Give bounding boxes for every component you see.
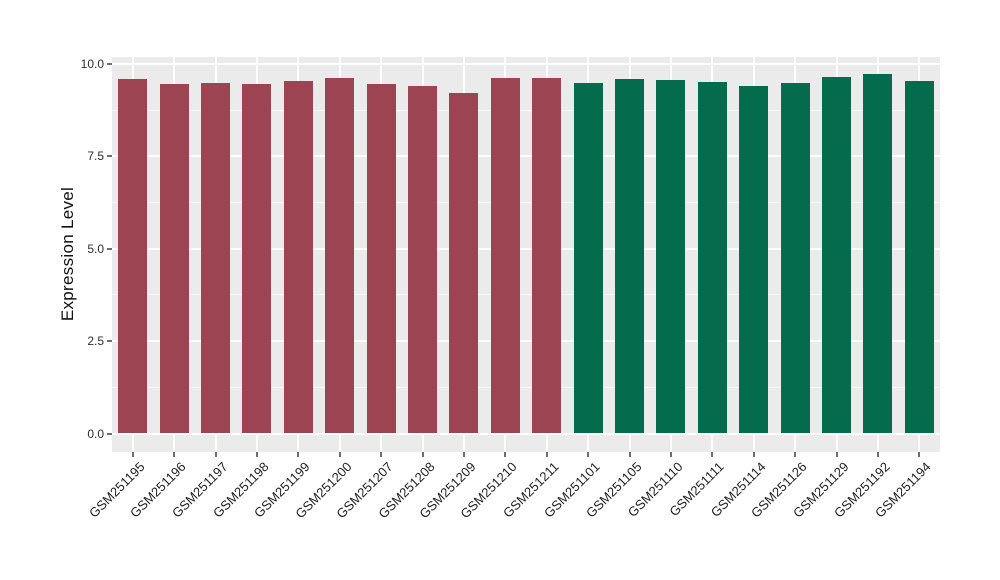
x-tick-mark [297, 452, 300, 457]
y-tick-mark [107, 340, 112, 343]
gridline-minor-y [112, 202, 940, 204]
x-tick-mark [545, 452, 548, 457]
bar-GSM251126 [780, 82, 810, 434]
gridline-minor-y [112, 386, 940, 388]
x-tick-mark [587, 452, 590, 457]
y-tick-mark [107, 155, 112, 158]
gridline-major-y [112, 340, 940, 343]
bar-GSM251207 [366, 83, 396, 434]
bar-GSM251192 [863, 74, 893, 434]
y-tick-mark [107, 247, 112, 250]
y-tick-label: 5.0 [87, 241, 104, 256]
gridline-major-y [112, 63, 940, 65]
bar-GSM251208 [408, 86, 437, 434]
x-tick-mark [711, 452, 714, 457]
x-tick-mark [628, 452, 631, 457]
gridline-minor-y [112, 294, 940, 296]
x-tick-mark [421, 452, 424, 457]
x-tick-mark [131, 452, 134, 457]
bar-GSM251211 [532, 77, 562, 434]
x-tick-mark [876, 452, 879, 457]
x-tick-mark [173, 452, 176, 457]
x-tick-mark [255, 452, 258, 457]
x-tick-mark [214, 452, 217, 457]
bar-GSM251195 [118, 78, 148, 434]
x-tick-mark [835, 452, 838, 457]
bar-GSM251198 [242, 83, 272, 434]
gridline-major-y [112, 247, 940, 250]
bar-GSM251197 [201, 83, 230, 434]
bar-GSM251199 [283, 81, 313, 434]
bar-GSM251111 [697, 81, 727, 434]
y-tick-label: 2.5 [87, 334, 104, 349]
x-tick-mark [918, 452, 921, 457]
bar-GSM251110 [656, 79, 686, 434]
x-tick-mark [752, 452, 755, 457]
x-tick-mark [794, 452, 797, 457]
bar-GSM251200 [325, 77, 355, 434]
bar-GSM251196 [159, 84, 189, 434]
bar-GSM251105 [615, 78, 644, 434]
gridline-major-y [112, 155, 940, 158]
y-tick-mark [107, 432, 112, 435]
bar-GSM251210 [490, 78, 520, 434]
x-tick-mark [462, 452, 465, 457]
x-tick-mark [669, 452, 672, 457]
x-tick-mark [380, 452, 383, 457]
bar-GSM251194 [904, 81, 934, 434]
y-tick-mark [107, 63, 112, 65]
x-tick-mark [504, 452, 507, 457]
bar-GSM251101 [573, 83, 603, 434]
y-tick-label: 0.0 [87, 426, 104, 441]
y-tick-label: 10.0 [80, 57, 104, 71]
bar-GSM251209 [449, 92, 479, 434]
x-tick-mark [338, 452, 341, 457]
bar-GSM251114 [739, 86, 769, 434]
bar-GSM251129 [822, 76, 851, 434]
plot-panel [112, 57, 940, 452]
gridline-major-y [112, 432, 940, 435]
gridline-minor-y [112, 109, 940, 111]
y-tick-label: 7.5 [87, 149, 104, 164]
